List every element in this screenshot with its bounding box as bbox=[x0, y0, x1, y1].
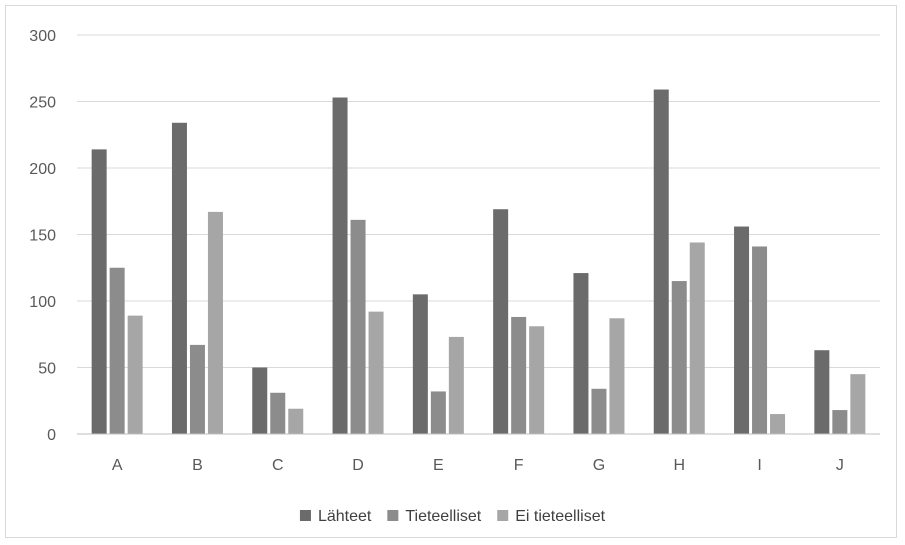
bar-j-series-3 bbox=[850, 374, 866, 434]
bar-j-series-1 bbox=[814, 350, 830, 434]
bar-f-series-3 bbox=[529, 326, 545, 434]
bar-c-series-1 bbox=[252, 367, 268, 434]
legend-swatch bbox=[497, 510, 509, 521]
bar-i-series-2 bbox=[752, 246, 768, 434]
y-tick-label: 150 bbox=[29, 228, 56, 245]
y-tick-label: 250 bbox=[29, 95, 56, 112]
bar-i-series-1 bbox=[734, 226, 750, 434]
bar-e-series-3 bbox=[448, 336, 464, 434]
y-tick-label: 300 bbox=[29, 28, 56, 45]
legend-label: Tieteelliset bbox=[405, 508, 481, 525]
bar-f-series-2 bbox=[511, 316, 527, 434]
bar-g-series-2 bbox=[591, 388, 607, 434]
bar-e-series-1 bbox=[412, 294, 428, 434]
bar-f-series-1 bbox=[493, 209, 509, 434]
bar-b-series-3 bbox=[207, 211, 223, 434]
bar-h-series-2 bbox=[671, 281, 687, 434]
legend-swatch bbox=[299, 510, 311, 521]
legend-label: Ei tieteelliset bbox=[515, 508, 605, 525]
bar-d-series-2 bbox=[350, 219, 366, 434]
bar-j-series-2 bbox=[832, 410, 848, 434]
bar-d-series-3 bbox=[368, 311, 384, 434]
bar-h-series-3 bbox=[689, 242, 705, 434]
y-axis: 0 50 100 150 200 250 300 bbox=[29, 28, 56, 444]
x-tick-label: F bbox=[514, 457, 524, 474]
bar-h-series-1 bbox=[653, 89, 669, 434]
y-tick-label: 200 bbox=[29, 161, 56, 178]
bar-a-series-1 bbox=[91, 149, 107, 434]
x-axis: A B C D E F G H I J bbox=[77, 433, 880, 474]
x-tick-label: B bbox=[192, 457, 203, 474]
bar-g-series-3 bbox=[609, 318, 625, 434]
x-tick-label: I bbox=[757, 457, 761, 474]
bar-a-series-2 bbox=[109, 267, 125, 434]
legend-swatch bbox=[387, 510, 399, 521]
legend: Lähteet Tieteelliset Ei tieteelliset bbox=[299, 508, 606, 525]
x-tick-label: D bbox=[352, 457, 364, 474]
bar-c-series-2 bbox=[270, 392, 286, 434]
legend-label: Lähteet bbox=[318, 508, 372, 525]
bar-e-series-2 bbox=[430, 391, 446, 434]
y-tick-label: 100 bbox=[29, 294, 56, 311]
y-tick-label: 50 bbox=[38, 361, 56, 378]
x-tick-label: E bbox=[433, 457, 444, 474]
x-tick-label: C bbox=[272, 457, 284, 474]
bar-g-series-1 bbox=[573, 273, 589, 434]
x-tick-label: H bbox=[673, 457, 685, 474]
bar-a-series-3 bbox=[127, 315, 143, 434]
bar-b-series-1 bbox=[171, 122, 187, 434]
bar-b-series-2 bbox=[189, 344, 205, 434]
bar-d-series-1 bbox=[332, 97, 348, 434]
bar-i-series-3 bbox=[770, 414, 786, 434]
y-tick-label: 0 bbox=[47, 427, 56, 444]
x-tick-label: G bbox=[593, 457, 605, 474]
bars bbox=[91, 89, 866, 434]
x-tick-label: A bbox=[112, 457, 123, 474]
x-tick-label: J bbox=[836, 457, 844, 474]
bar-c-series-3 bbox=[288, 408, 304, 434]
